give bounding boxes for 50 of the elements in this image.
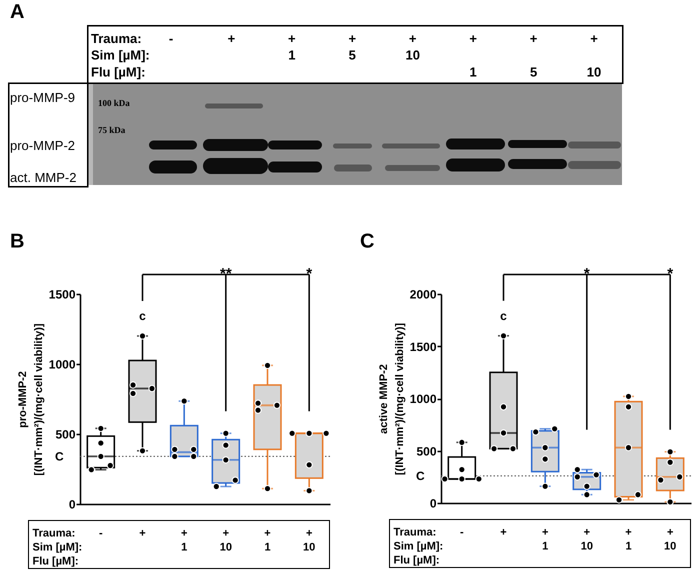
y-tick-label: 1000 bbox=[48, 358, 76, 372]
y-tick-label: 0 bbox=[430, 496, 437, 510]
y-tick-label: 500 bbox=[416, 444, 437, 458]
text: Trauma: Sim [µM]: Flu [µM]: bbox=[91, 30, 150, 79]
y-tick-label: 0 bbox=[68, 498, 76, 512]
text: pro-MMP-2 bbox=[10, 138, 76, 152]
x-tick-label: + bbox=[139, 528, 146, 540]
y-tick-label: 2000 bbox=[410, 288, 437, 302]
x-tick-label: + 10 bbox=[664, 526, 676, 552]
category-label: + 1 bbox=[288, 30, 296, 62]
y-tick-label: 1000 bbox=[410, 392, 437, 406]
category-label: + 10 bbox=[586, 30, 602, 79]
x-tick-label: + 10 bbox=[303, 528, 316, 554]
text: A bbox=[10, 1, 24, 23]
category-label: + 5 bbox=[348, 30, 356, 62]
y-tick-label: 1500 bbox=[48, 288, 76, 302]
text: * bbox=[667, 266, 674, 282]
text: 100 kDa bbox=[98, 98, 130, 108]
x-axis-title: Trauma: Sim [µM]: Flu [µM]: bbox=[394, 526, 444, 566]
y-axis-title: pro-MMP-2 [(INT·mm²)/(mg·cell viability)] bbox=[16, 323, 45, 476]
x-tick-label: - bbox=[460, 526, 464, 538]
x-axis-title: Trauma: Sim [µM]: Flu [µM]: bbox=[32, 528, 82, 568]
x-tick-label: + 10 bbox=[220, 528, 232, 554]
ref-line-label: C bbox=[55, 449, 64, 464]
annotation: c bbox=[139, 309, 146, 323]
x-tick-label: + 1 bbox=[542, 526, 548, 552]
annotation: c bbox=[500, 308, 508, 323]
x-tick-label: + 1 bbox=[625, 526, 632, 552]
x-tick-label: + bbox=[500, 526, 507, 538]
x-tick-label: - bbox=[98, 528, 103, 540]
text: ** bbox=[220, 266, 232, 282]
category-label: - bbox=[168, 30, 174, 46]
x-tick-label: + 1 bbox=[180, 528, 188, 554]
text: * bbox=[306, 266, 312, 282]
category-label: + 1 bbox=[469, 30, 477, 79]
ref-line-label: C bbox=[416, 468, 425, 483]
y-tick-label: 500 bbox=[55, 428, 76, 442]
chart-title: C bbox=[360, 230, 374, 252]
y-axis-title: active MMP-2 [(INT·mm²)/(mg·cell viability)] bbox=[378, 322, 406, 476]
y-tick-label: 1500 bbox=[410, 340, 437, 354]
text: pro-MMP-9 bbox=[10, 90, 76, 104]
chart-title: B bbox=[10, 230, 24, 252]
text: * bbox=[584, 266, 590, 282]
text: 75 kDa bbox=[98, 125, 126, 135]
text: act. MMP-2 bbox=[10, 170, 76, 184]
x-tick-label: + 1 bbox=[264, 528, 271, 554]
category-label: + 10 bbox=[405, 30, 420, 62]
category-label: + 5 bbox=[530, 30, 538, 79]
category-label: + bbox=[228, 30, 236, 46]
x-tick-label: + 10 bbox=[580, 526, 593, 552]
